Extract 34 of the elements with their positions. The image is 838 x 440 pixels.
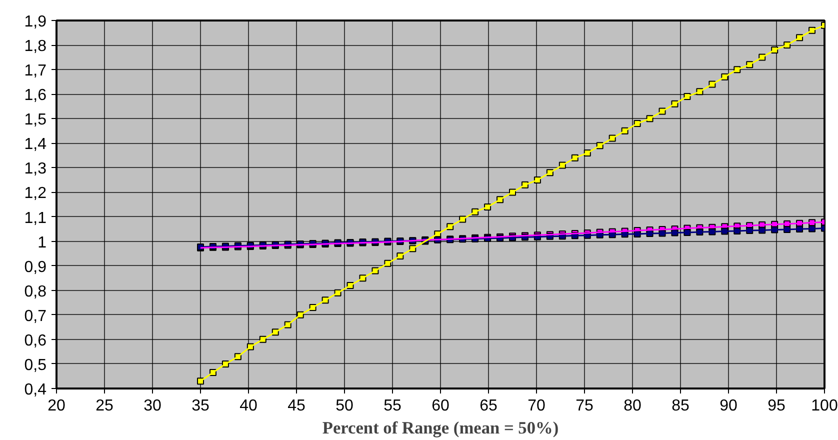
x-tick-label: 55 bbox=[384, 398, 402, 414]
y-tick-label: 0,7 bbox=[24, 308, 47, 325]
y-tick-label: 1,6 bbox=[24, 87, 47, 104]
x-tick-label: 85 bbox=[672, 398, 690, 414]
y-tick-label: 1,2 bbox=[24, 185, 47, 202]
y-tick-label: 0,9 bbox=[24, 258, 47, 276]
x-tick-label: 95 bbox=[768, 398, 786, 414]
x-tick-label: 80 bbox=[624, 398, 642, 414]
y-tick-label: 0,8 bbox=[24, 283, 47, 300]
x-tick-label: 90 bbox=[720, 398, 738, 414]
y-tick-label: 0,6 bbox=[24, 332, 47, 350]
x-tick-label: 100 bbox=[811, 398, 838, 414]
x-tick-label: 40 bbox=[240, 398, 258, 414]
x-tick-label: 60 bbox=[432, 398, 450, 414]
y-tick-label: 0,5 bbox=[24, 356, 47, 374]
x-tick-label: 30 bbox=[144, 398, 162, 414]
x-tick-label: 20 bbox=[48, 398, 66, 414]
y-tick-label: 1 bbox=[38, 234, 47, 252]
y-tick-label: 0,4 bbox=[24, 382, 47, 398]
x-tick-label: 65 bbox=[480, 398, 498, 414]
y-tick-label: 1,3 bbox=[24, 160, 47, 178]
x-tick-label: 25 bbox=[96, 398, 114, 414]
x-tick-label: 75 bbox=[576, 398, 594, 414]
x-tick-label: 35 bbox=[192, 398, 210, 414]
x-axis-title: Percent of Range (mean = 50%) bbox=[322, 418, 559, 438]
y-tick-label: 1,5 bbox=[24, 112, 47, 129]
y-tick-label: 1,8 bbox=[24, 38, 47, 56]
x-tick-label: 50 bbox=[336, 398, 354, 414]
y-tick-label: 1,7 bbox=[24, 62, 47, 80]
y-tick-label: 1,4 bbox=[24, 136, 47, 154]
x-tick-label: 45 bbox=[288, 398, 306, 414]
y-tick-label: 1,1 bbox=[24, 210, 47, 227]
x-tick-label: 70 bbox=[528, 398, 546, 414]
y-tick-label: 1,9 bbox=[24, 14, 47, 30]
